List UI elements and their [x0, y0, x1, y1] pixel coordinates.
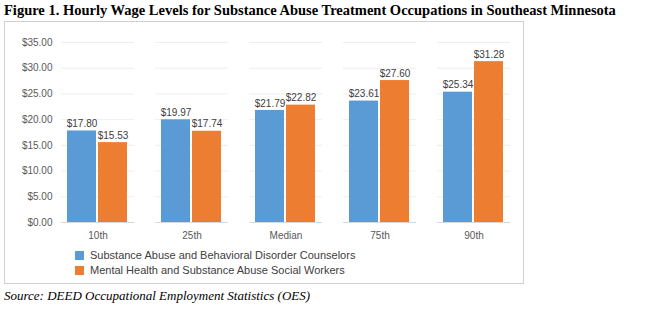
svg-text:$22.82: $22.82 — [286, 92, 317, 103]
svg-text:$20.00: $20.00 — [22, 114, 53, 125]
svg-text:$15.00: $15.00 — [22, 140, 53, 151]
html-text:Figure 1. Hourly Wage Levels f: Figure 1. Hourly Wage Levels for Substan… — [4, 2, 616, 18]
svg-text:$27.60: $27.60 — [380, 68, 411, 79]
svg-text:$10.00: $10.00 — [22, 165, 53, 176]
svg-text:$17.80: $17.80 — [67, 118, 98, 129]
svg-text:90th: 90th — [464, 230, 483, 241]
svg-text:$23.61: $23.61 — [349, 88, 380, 99]
svg-text:$17.74: $17.74 — [192, 118, 223, 129]
svg-text:$35.00: $35.00 — [22, 37, 53, 48]
svg-text:75th: 75th — [370, 230, 389, 241]
svg-text:$0.00: $0.00 — [27, 217, 52, 228]
html-text:Mental Health and Substance Ab: Mental Health and Substance Abuse Social… — [90, 264, 345, 276]
html-text:Source: DEED Occupational Empl: Source: DEED Occupational Employment Sta… — [4, 288, 310, 303]
svg-text:$21.79: $21.79 — [255, 98, 286, 109]
html-text:Substance Abuse and Behavioral: Substance Abuse and Behavioral Disorder … — [90, 249, 356, 261]
svg-text:25th: 25th — [182, 230, 201, 241]
svg-text:Median: Median — [270, 230, 303, 241]
svg-text:$15.53: $15.53 — [98, 130, 129, 141]
svg-text:$25.34: $25.34 — [443, 79, 474, 90]
svg-text:$25.00: $25.00 — [22, 88, 53, 99]
svg-text:$19.97: $19.97 — [161, 107, 192, 118]
svg-text:10th: 10th — [88, 230, 107, 241]
svg-text:$31.28: $31.28 — [474, 49, 505, 60]
svg-text:$5.00: $5.00 — [27, 191, 52, 202]
svg-text:$30.00: $30.00 — [22, 62, 53, 73]
